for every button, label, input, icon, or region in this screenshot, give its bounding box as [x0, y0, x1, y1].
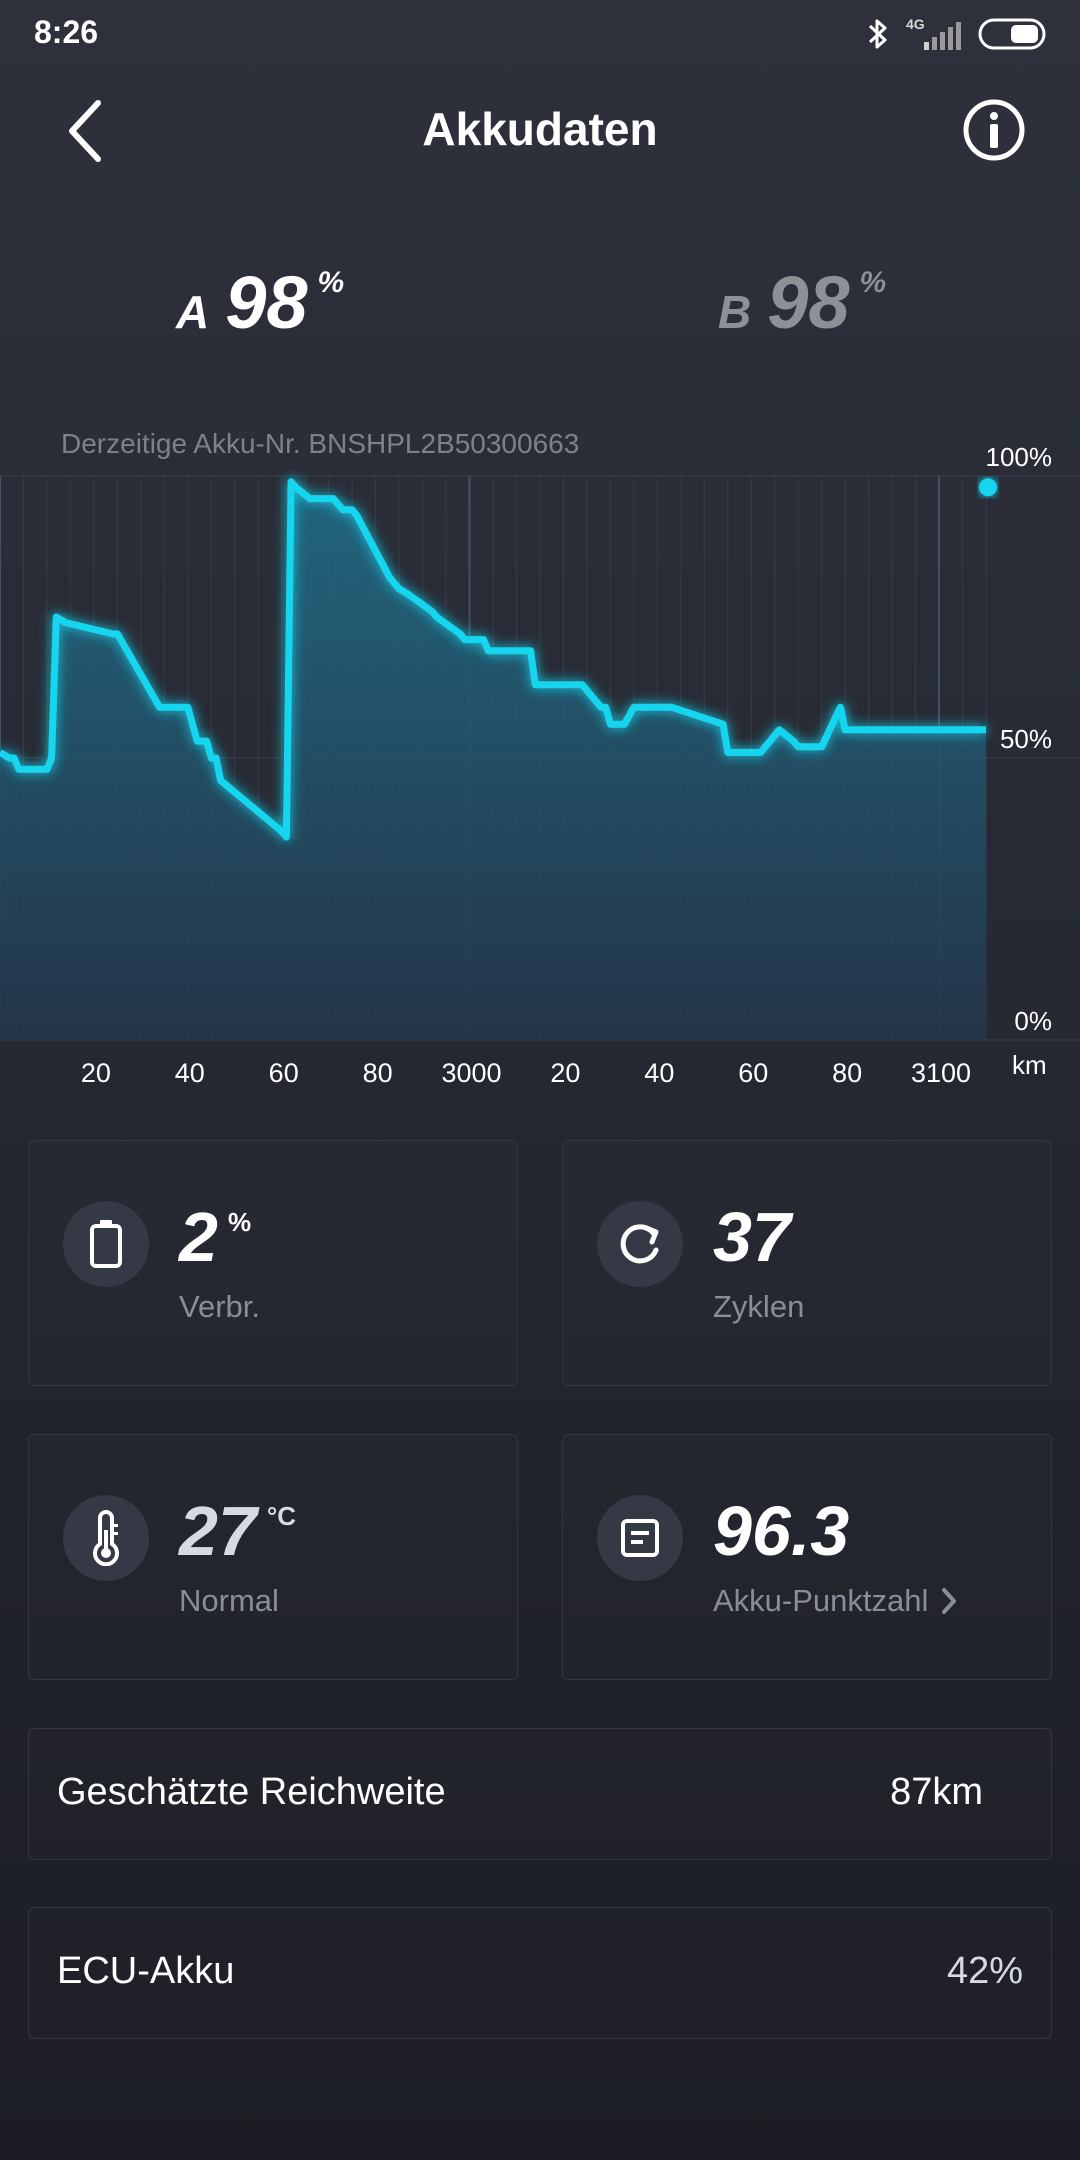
score-card[interactable]: 96.3 Akku-Punktzahl [562, 1434, 1052, 1680]
score-label-row[interactable]: Akku-Punktzahl [713, 1583, 958, 1619]
x-tick-label: 20 [80, 1058, 111, 1088]
y-tick-label: 0% [1014, 1006, 1052, 1036]
score-label: Akku-Punktzahl [713, 1583, 929, 1618]
status-time: 8:26 [34, 14, 99, 50]
chart-area [0, 481, 986, 1041]
temperature-value: 27 °C [179, 1492, 297, 1570]
chevron-left-icon [69, 100, 101, 162]
x-tick-label: 60 [738, 1058, 769, 1088]
network-type: 4G [906, 16, 925, 32]
battery-a-unit: % [317, 266, 345, 299]
cycles-label: Zyklen [713, 1289, 805, 1324]
status-icons: 4G [866, 14, 1046, 54]
estimated-range-value: 87km [890, 1771, 983, 1813]
ecu-battery-label: ECU-Akku [57, 1950, 235, 1992]
estimated-range-label: Geschätzte Reichweite [57, 1771, 446, 1813]
bluetooth-icon [868, 19, 887, 49]
x-tick-label: 20 [550, 1058, 581, 1088]
cycles-card: 37 Zyklen [562, 1140, 1052, 1386]
battery-a-summary[interactable]: A 98 % [176, 260, 344, 380]
y-tick-label: 50% [999, 724, 1052, 754]
battery-b-value: 98 [767, 261, 850, 344]
cycles-value: 37 [713, 1198, 791, 1276]
signal-icon: 4G [906, 16, 962, 52]
temperature-card: 27 °C Normal [28, 1434, 518, 1680]
battery-b-summary[interactable]: B 98 % [718, 260, 886, 380]
thermometer-icon [63, 1495, 149, 1581]
x-tick-label: 40 [174, 1058, 205, 1088]
x-tick-label: 3000 [441, 1058, 502, 1088]
x-tick-label: 40 [644, 1058, 675, 1088]
chart-line [0, 478, 986, 841]
status-bar: 8:26 4G [0, 0, 1080, 66]
score-value: 96.3 [713, 1492, 850, 1570]
info-button[interactable] [962, 98, 1026, 162]
current-value-marker [979, 478, 997, 497]
consumption-card: 2% Verbr. [28, 1140, 518, 1386]
battery-icon [63, 1201, 149, 1287]
x-axis-unit: km [1012, 1050, 1047, 1080]
battery-a-value: 98 [225, 261, 308, 344]
y-tick-label: 100% [985, 442, 1053, 472]
consumption-value: 2% [179, 1198, 252, 1276]
info-icon [963, 99, 1025, 161]
estimated-range-row: Geschätzte Reichweite 87km [28, 1728, 1052, 1860]
back-button[interactable] [56, 96, 116, 166]
header: Akkudaten [0, 80, 1080, 180]
x-tick-label: 80 [362, 1058, 393, 1088]
refresh-icon [597, 1201, 683, 1287]
battery-a-letter: A [176, 286, 210, 338]
battery-status-icon [978, 18, 1046, 50]
x-tick-label: 80 [832, 1058, 863, 1088]
consumption-label: Verbr. [179, 1289, 260, 1324]
battery-b-unit: % [859, 266, 887, 299]
ecu-battery-value: 42% [946, 1950, 1023, 1992]
ecu-battery-row: ECU-Akku 42% [28, 1907, 1052, 2039]
x-tick-label: 60 [268, 1058, 299, 1088]
chevron-right-icon [942, 1588, 957, 1614]
current-battery-number: Derzeitige Akku-Nr. BNSHPL2B50300663 [61, 428, 580, 459]
x-tick-label: 3100 [911, 1058, 972, 1088]
page-title: Akkudaten [422, 103, 658, 155]
battery-b-letter: B [718, 286, 752, 338]
battery-history-chart[interactable] [0, 470, 1080, 1050]
temperature-label: Normal [179, 1583, 279, 1618]
document-icon [597, 1495, 683, 1581]
